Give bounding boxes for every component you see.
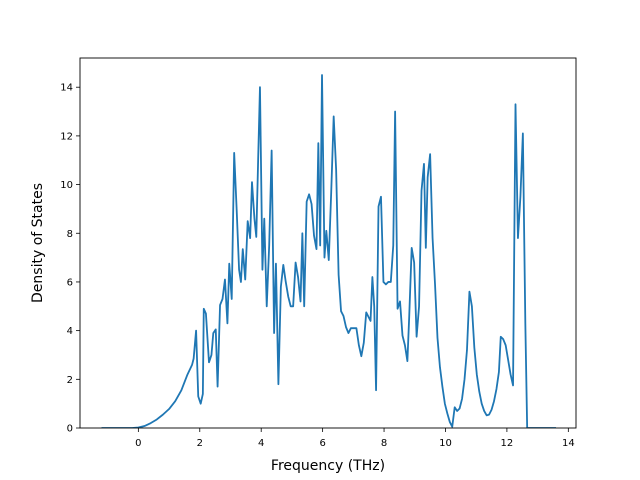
y-tick-label: 6 xyxy=(67,277,73,288)
y-tick-label: 14 xyxy=(60,83,73,94)
x-tick-label: 6 xyxy=(319,438,325,449)
x-tick-label: 0 xyxy=(135,438,141,449)
y-tick-label: 12 xyxy=(60,131,73,142)
y-tick-label: 4 xyxy=(67,326,73,337)
x-tick-label: 12 xyxy=(501,438,514,449)
x-tick-label: 10 xyxy=(439,438,452,449)
x-tick-label: 4 xyxy=(258,438,264,449)
y-tick-label: 2 xyxy=(67,375,73,386)
y-axis-label: Density of States xyxy=(30,183,46,303)
x-tick-label: 8 xyxy=(381,438,387,449)
dos-series-line xyxy=(101,74,557,428)
y-tick-label: 0 xyxy=(67,424,73,435)
y-tick-label: 8 xyxy=(67,229,73,240)
plot-area xyxy=(79,57,577,429)
y-axis: 0 2 4 6 8 10 12 14 xyxy=(60,83,80,435)
y-tick-label: 10 xyxy=(60,180,73,191)
x-tick-label: 2 xyxy=(197,438,203,449)
x-axis-label: Frequency (THz) xyxy=(271,458,385,474)
x-axis: 0 2 4 6 8 10 12 14 xyxy=(135,428,575,449)
axes-frame xyxy=(79,57,577,429)
x-tick-label: 14 xyxy=(562,438,575,449)
